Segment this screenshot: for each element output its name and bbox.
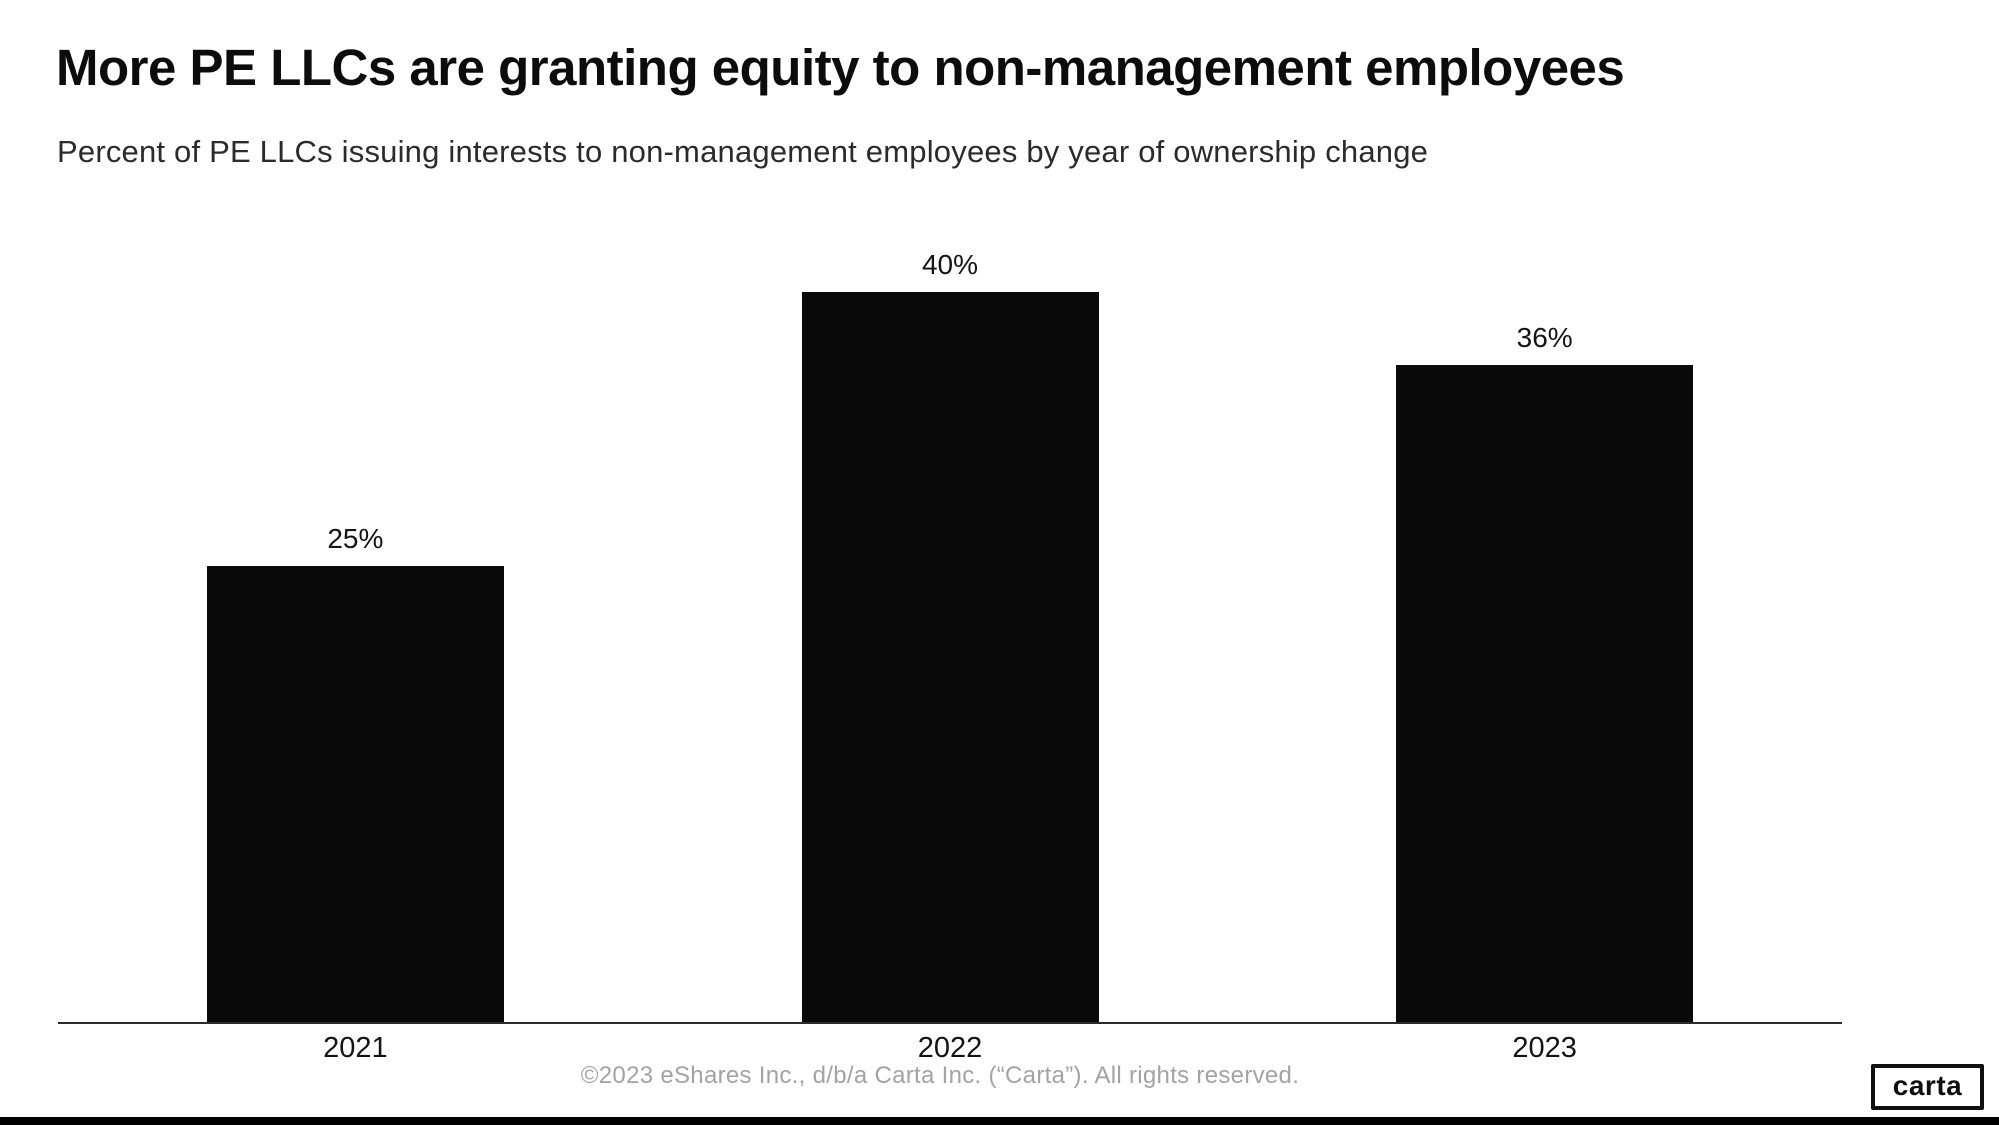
carta-logo-text: carta bbox=[1892, 1069, 1963, 1101]
bar-group-2021: 25% bbox=[58, 524, 653, 1023]
bar-value-label-2022: 40% bbox=[921, 249, 979, 281]
bar-group-2022: 40% bbox=[653, 249, 1248, 1023]
x-axis-label-2022: 2022 bbox=[917, 1032, 983, 1064]
chart-title: More PE LLCs are granting equity to non-… bbox=[56, 39, 1625, 96]
bar-value-label-2021: 25% bbox=[327, 523, 384, 555]
x-axis-line bbox=[58, 1022, 1842, 1024]
bar-group-2023: 36% bbox=[1247, 323, 1842, 1023]
carta-logo: carta bbox=[1871, 1064, 1984, 1110]
bar-2023 bbox=[1396, 365, 1694, 1023]
x-axis-label-2023: 2023 bbox=[1512, 1032, 1577, 1064]
bar-2021 bbox=[206, 566, 504, 1023]
copyright-notice: ©2023 eShares Inc., d/b/a Carta Inc. (“C… bbox=[580, 1062, 1300, 1089]
x-axis-label-2021: 2021 bbox=[323, 1032, 388, 1064]
chart-subtitle: Percent of PE LLCs issuing interests to … bbox=[57, 134, 1429, 169]
bar-chart-plot-area: 25% 40% 36% bbox=[58, 182, 1842, 1023]
bar-2022 bbox=[801, 292, 1099, 1023]
bottom-edge-band bbox=[0, 1117, 1999, 1125]
x-axis-labels: 2021 2022 2023 bbox=[58, 1032, 1842, 1065]
bar-value-label-2023: 36% bbox=[1516, 322, 1573, 354]
